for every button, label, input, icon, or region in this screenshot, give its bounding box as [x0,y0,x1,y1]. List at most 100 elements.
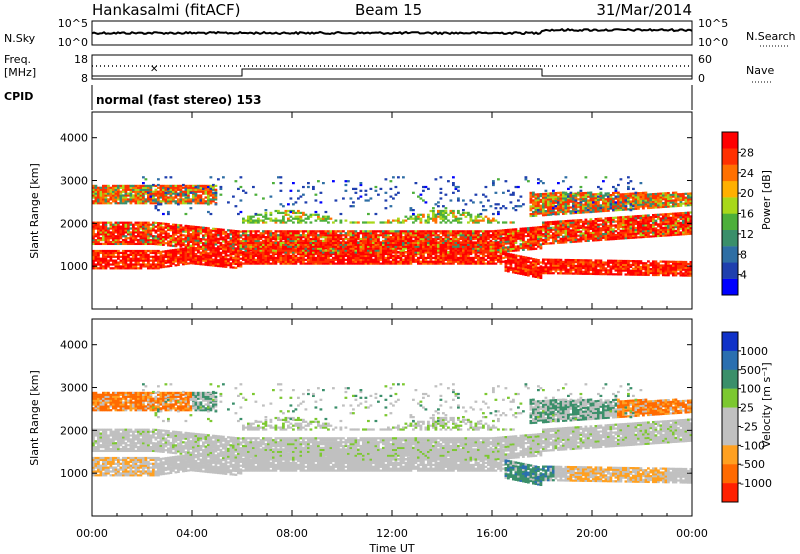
power-cell [174,225,178,228]
power-cell [212,227,215,230]
power-cell [539,271,543,274]
power-cell [144,221,148,224]
power-cell [354,187,358,191]
power-cell [472,230,475,233]
power-cell [527,238,530,241]
power-cell [209,233,213,236]
power-cell [162,196,165,199]
power-cell [124,198,128,201]
power-cell [124,194,128,197]
power-cell [339,219,343,222]
power-cell [339,243,343,246]
power-cell [554,234,558,237]
power-cell [92,223,95,226]
power-cell [124,255,128,258]
power-cell [324,251,328,254]
power-cell [127,237,130,240]
power-cell [287,219,290,222]
power-cell [297,241,300,245]
power-cell [269,230,273,233]
power-cell [209,252,213,255]
power-cell [262,221,265,224]
power-cell [189,227,193,230]
power-cell [194,233,198,236]
power-cell [272,258,275,261]
power-cell [219,263,223,266]
power-cell [99,198,103,201]
power-cell [122,227,125,230]
power-cell [142,202,145,205]
power-cell [489,260,493,263]
power-cell [124,192,128,195]
power-cell [549,221,553,224]
power-cell [154,205,158,208]
power-cell [174,254,178,257]
power-cell [244,239,248,243]
power-cell [437,262,440,265]
power-cell [384,262,388,265]
power-cell [397,217,400,220]
power-cell [137,194,140,197]
power-cell [164,176,168,179]
power-cell [327,221,330,224]
power-cell [489,247,493,250]
power-cell [439,211,443,215]
power-cell [242,252,245,256]
power-cell [199,186,203,189]
power-cell [477,241,480,245]
power-cell [499,241,503,244]
power-cell [502,256,505,260]
power-cell [92,267,95,270]
power-cell [387,234,390,237]
power-cell [139,240,143,244]
power-cell [294,243,298,246]
power-cell [557,235,560,239]
power-cell [382,251,385,254]
power-cell [227,264,230,267]
power-cell [474,251,478,254]
power-cell [287,213,290,216]
power-cell [322,215,325,218]
power-cell [402,262,405,265]
power-cell [227,250,230,253]
power-cell [162,232,165,235]
power-cell [167,242,170,245]
power-cell [334,243,338,246]
power-cell [372,254,375,258]
power-cell [192,248,195,252]
power-cell [297,234,300,237]
power-cell [159,252,163,255]
power-cell [439,221,443,224]
power-cell [309,260,313,263]
power-cell [274,256,278,260]
power-cell [232,241,235,244]
power-cell [179,234,183,237]
power-cell [124,225,128,228]
power-cell [207,244,210,247]
power-cell [539,239,543,242]
power-cell [137,231,140,234]
power-cell [222,232,225,235]
power-cell [379,230,383,233]
power-cell [354,247,358,250]
power-cell [517,262,520,265]
power-cell [137,229,140,232]
power-cell [179,224,183,227]
power-cell [117,198,120,201]
power-cell [384,239,388,243]
power-cell [519,266,523,270]
power-cell [99,221,103,224]
power-cell [507,258,510,261]
power-cell [102,261,105,264]
power-cell [224,250,228,253]
power-cell [417,251,420,254]
power-cell [402,251,405,254]
power-cell [539,274,543,278]
power-cell [259,213,263,216]
power-cell [484,236,488,239]
power-cell [279,249,283,252]
power-cell [104,196,108,199]
power-cell [462,237,465,241]
power-cell [132,251,135,255]
power-cell [314,262,318,265]
